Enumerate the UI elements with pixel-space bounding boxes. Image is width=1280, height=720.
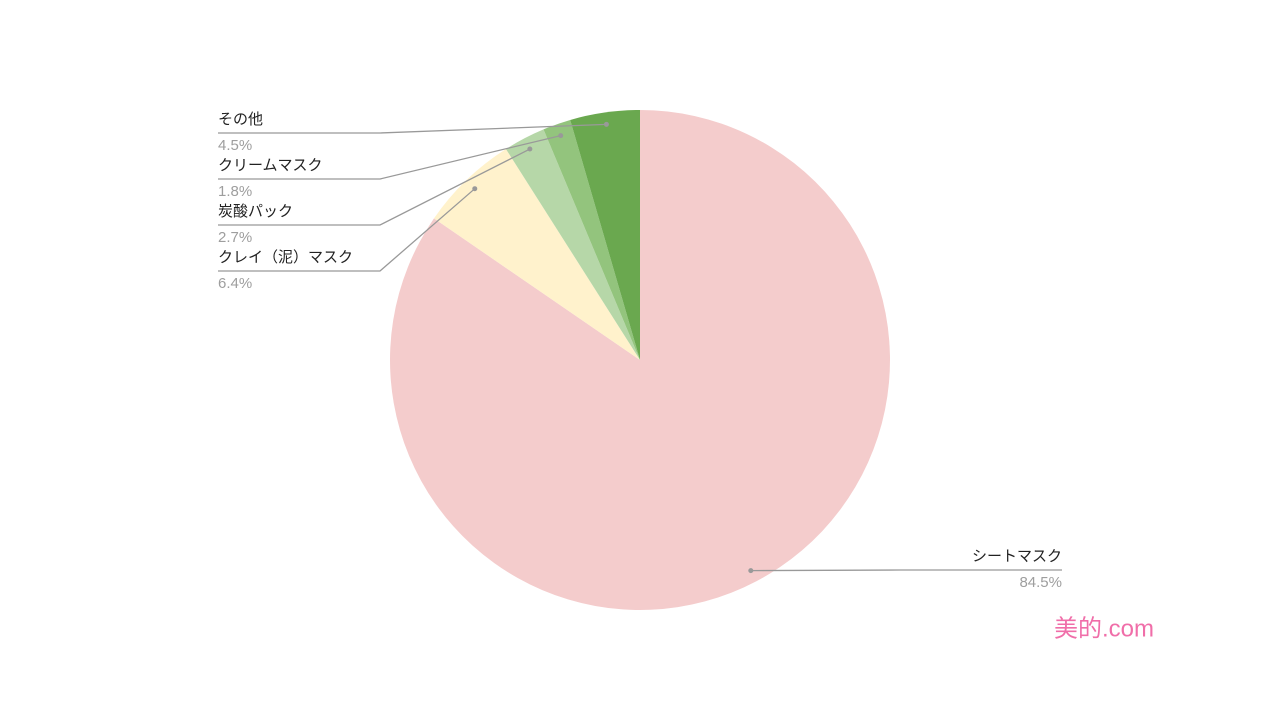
pie-slice xyxy=(543,119,640,361)
leader-line xyxy=(218,148,531,226)
leader-dot xyxy=(527,146,533,152)
pie-slice xyxy=(433,148,640,360)
leader-line xyxy=(218,134,561,180)
slice-label: 炭酸パック xyxy=(218,203,293,220)
pie-slice xyxy=(505,129,640,360)
pie-slice xyxy=(570,110,640,360)
slice-label: シートマスク xyxy=(972,548,1062,565)
slice-value-label: 84.5% xyxy=(1019,574,1062,591)
slice-value-label: 4.5% xyxy=(218,137,252,154)
leader-line xyxy=(218,188,476,272)
slice-label: その他 xyxy=(218,111,263,128)
slice-value-label: 2.7% xyxy=(218,229,252,246)
slice-value-label: 1.8% xyxy=(218,183,252,200)
leader-line xyxy=(750,569,1062,572)
pie-slice xyxy=(390,110,890,611)
slice-value-label: 6.4% xyxy=(218,275,252,292)
watermark: 美的.com xyxy=(1054,615,1154,642)
leader-dot xyxy=(748,568,754,574)
leader-dot xyxy=(472,186,478,192)
leader-line xyxy=(218,123,607,134)
leader-dot xyxy=(603,121,609,127)
slice-label: クリームマスク xyxy=(218,157,323,174)
slice-label: クレイ（泥）マスク xyxy=(218,249,353,266)
leader-dot xyxy=(558,133,564,139)
